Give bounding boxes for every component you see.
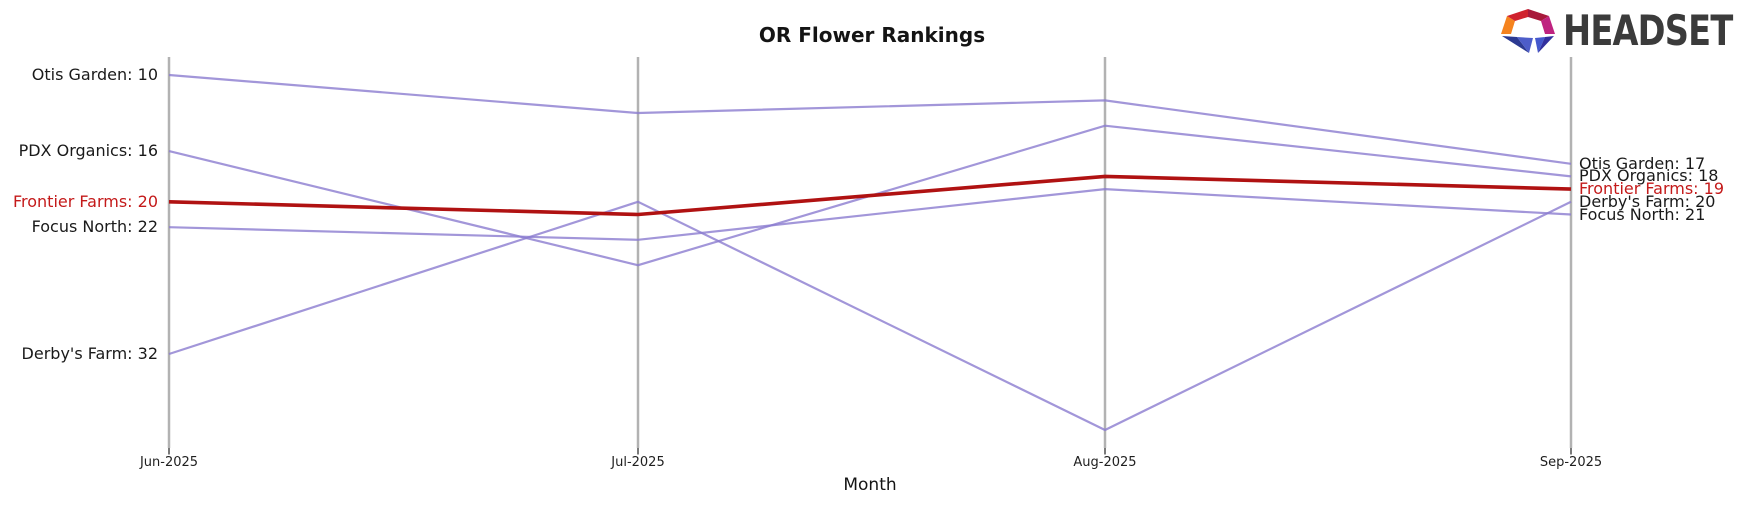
series-line-derby-s-farm (168, 200, 1572, 432)
headset-logo-icon (1501, 9, 1555, 53)
logo-facet-maroon (1528, 9, 1549, 21)
series-end-label-otis-garden: Otis Garden: 17 (1579, 153, 1706, 173)
headset-logo-text-wrap: HEADSET (1563, 8, 1751, 54)
x-axis-label: Month (843, 475, 897, 495)
headset-logo-text: HEADSET (1563, 6, 1733, 55)
series-start-label-focus-north: Focus North: 22 (31, 217, 158, 237)
series-line-focus-north (168, 187, 1572, 241)
x-tick-label-sep-2025: Sep-2025 (1539, 455, 1603, 470)
logo-facet-wing-left-dark (1502, 36, 1529, 53)
chart-title: OR Flower Rankings (758, 23, 986, 47)
x-tick-label-aug-2025: Aug-2025 (1073, 455, 1137, 470)
series-line-otis-garden (168, 73, 1572, 165)
x-tick-label-jul-2025: Jul-2025 (611, 455, 665, 470)
logo-facet-orange (1501, 16, 1515, 34)
series-end-label-derby-s-farm: Derby's Farm: 20 (1579, 191, 1716, 211)
logo-facet-wing-left-light (1517, 37, 1533, 53)
logo-facet-magenta (1541, 16, 1555, 34)
series-end-label-focus-north: Focus North: 21 (1579, 204, 1706, 224)
series-start-label-pdx-organics: PDX Organics: 16 (18, 141, 158, 161)
series-end-label-frontier-farms: Frontier Farms: 19 (1579, 179, 1725, 199)
series-start-label-derby-s-farm: Derby's Farm: 32 (21, 344, 158, 363)
logo-facet-red (1507, 9, 1528, 21)
logo-facet-wing-right-light (1535, 37, 1545, 53)
series-start-label-otis-garden: Otis Garden: 10 (31, 65, 158, 84)
series-line-frontier-farms (168, 174, 1572, 217)
logo-facet-wing-right-dark (1538, 36, 1554, 53)
series-start-label-frontier-farms: Frontier Farms: 20 (12, 191, 158, 211)
x-tick-label-jun-2025: Jun-2025 (139, 455, 199, 470)
headset-logo: HEADSET (1500, 6, 1751, 56)
series-end-label-pdx-organics: PDX Organics: 18 (1579, 166, 1719, 186)
